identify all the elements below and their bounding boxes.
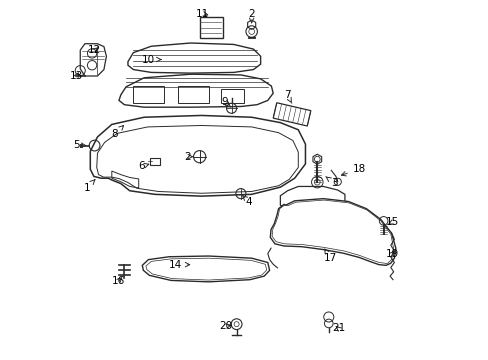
Text: 9: 9	[221, 97, 230, 107]
Text: 15: 15	[385, 217, 398, 227]
Text: 7: 7	[284, 90, 291, 103]
Polygon shape	[270, 199, 395, 265]
Text: 21: 21	[331, 324, 345, 333]
Text: 2: 2	[248, 9, 254, 23]
Text: 8: 8	[111, 126, 123, 139]
Text: 17: 17	[323, 249, 337, 263]
FancyBboxPatch shape	[199, 17, 223, 39]
Text: 3: 3	[325, 177, 337, 188]
Text: 20: 20	[219, 321, 232, 331]
Text: 18: 18	[341, 164, 365, 176]
Text: 5: 5	[73, 140, 86, 150]
Polygon shape	[142, 256, 269, 282]
Polygon shape	[273, 103, 310, 126]
Text: 1: 1	[83, 180, 95, 193]
Text: 11: 11	[195, 9, 208, 19]
Text: 16: 16	[111, 276, 124, 286]
Text: 4: 4	[242, 195, 252, 207]
Text: 19: 19	[385, 249, 398, 259]
Text: 12: 12	[88, 45, 101, 55]
Text: 6: 6	[138, 161, 148, 171]
Text: 2: 2	[183, 152, 193, 162]
Text: 14: 14	[169, 260, 189, 270]
Polygon shape	[280, 186, 344, 211]
Text: 13: 13	[70, 71, 83, 81]
Text: 10: 10	[142, 54, 161, 64]
